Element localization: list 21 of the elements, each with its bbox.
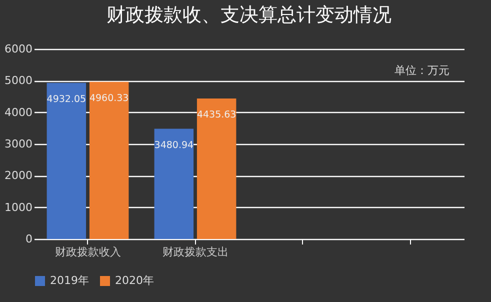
legend-label: 2020年 <box>115 274 154 287</box>
bar <box>196 98 236 239</box>
y-tick-label: 5000 <box>4 74 32 88</box>
y-tick-label: 4000 <box>4 106 32 119</box>
bar <box>89 82 129 239</box>
y-tick-label: 1000 <box>4 200 32 214</box>
y-tick-label: 2000 <box>4 169 32 182</box>
y-tick-label: 0 <box>26 232 32 246</box>
x-tick-label: 财政拨款支出 <box>162 246 228 258</box>
y-tick-label: 3000 <box>4 138 32 150</box>
bar <box>154 128 194 239</box>
chart-title: 财政拨款收、支决算总计变动情况 <box>106 4 392 26</box>
data-label: 4932.05 <box>46 94 86 105</box>
data-label: 3480.94 <box>154 140 194 151</box>
annotation: 单位：万元 <box>394 64 450 77</box>
x-tick-label: 财政拨款收入 <box>54 246 121 258</box>
y-tick-label: 6000 <box>4 42 32 56</box>
data-label: 4960.33 <box>89 92 129 104</box>
bar <box>46 82 86 239</box>
data-label: 4435.63 <box>196 110 236 121</box>
legend-label: 2019年 <box>50 274 89 287</box>
